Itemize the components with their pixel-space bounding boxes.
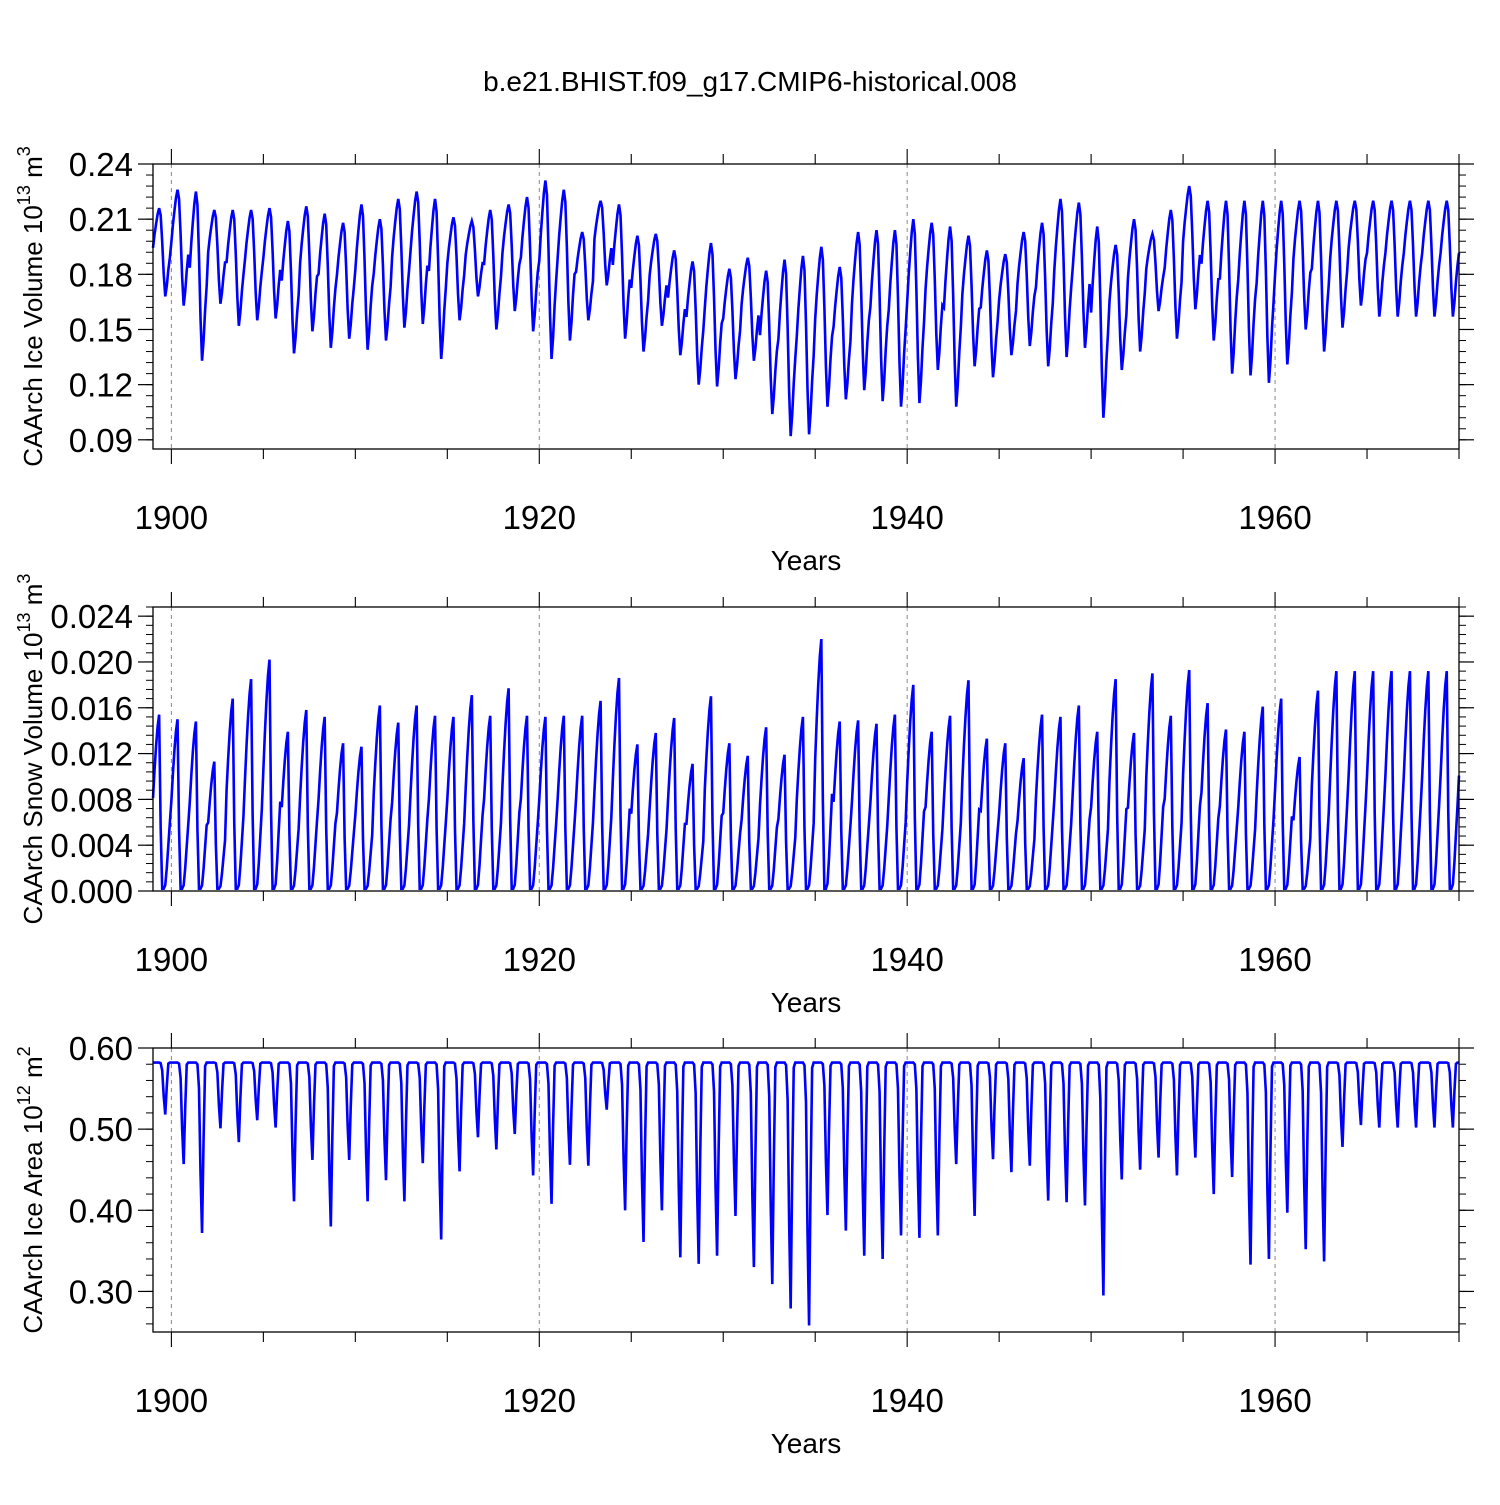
y-tick-label: 0.24 bbox=[69, 146, 133, 183]
y-tick-label: 0.12 bbox=[69, 367, 133, 404]
y-tick-label: 0.15 bbox=[69, 311, 133, 348]
y-tick-label: 0.09 bbox=[69, 422, 133, 459]
y-axis-label: CAArch Ice Volume 1013 m3 bbox=[14, 146, 48, 467]
plot-frame bbox=[152, 163, 1460, 450]
x-tick-label: 1940 bbox=[870, 941, 943, 978]
plot-frame bbox=[152, 1047, 1460, 1333]
y-tick-label: 0.60 bbox=[69, 1030, 133, 1067]
x-tick-label: 1960 bbox=[1238, 499, 1311, 536]
plot-frame bbox=[152, 606, 1460, 892]
x-tick-label: 1940 bbox=[870, 1382, 943, 1419]
y-tick-label: 0.50 bbox=[69, 1111, 133, 1148]
x-tick-label: 1900 bbox=[135, 1382, 208, 1419]
x-tick-label: 1920 bbox=[503, 1382, 576, 1419]
x-axis-label: Years bbox=[771, 987, 842, 1018]
y-axis-label: CAArch Ice Area 1012 m2 bbox=[14, 1046, 48, 1333]
x-tick-label: 1960 bbox=[1238, 941, 1311, 978]
y-tick-label: 0.024 bbox=[50, 598, 133, 635]
y-tick-label: 0.21 bbox=[69, 201, 133, 238]
x-tick-label: 1900 bbox=[135, 941, 208, 978]
panel-ice-area: 0.300.400.500.60 1900 1920 1940 1960 Years … bbox=[14, 1030, 1474, 1459]
y-tick-label: 0.008 bbox=[50, 781, 133, 818]
y-tick-label: 0.016 bbox=[50, 690, 133, 727]
panel-snow-volume: 0.000 0.004 0.008 0.012 0.016 0.020 0.024 1900… bbox=[14, 574, 1474, 1018]
y-tick-label: 0.012 bbox=[50, 736, 133, 773]
x-axis-label: Years bbox=[771, 545, 842, 576]
y-tick-label: 0.40 bbox=[69, 1192, 133, 1229]
x-tick-label: 1920 bbox=[503, 941, 576, 978]
x-tick-label: 1920 bbox=[503, 499, 576, 536]
panel-ice-volume: 0.09 0.12 0.15 0.18 0.21 0.24 1900 1920 1940 196… bbox=[14, 146, 1474, 576]
series-line-ice-volume bbox=[151, 180, 1461, 437]
figure-title: b.e21.BHIST.f09_g17.CMIP6-historical.008 bbox=[483, 66, 1017, 97]
y-tick-label: 0.000 bbox=[50, 873, 133, 910]
x-tick-label: 1940 bbox=[870, 499, 943, 536]
y-tick-label: 0.004 bbox=[50, 827, 133, 864]
x-tick-label: 1900 bbox=[135, 499, 208, 536]
x-tick-label: 1960 bbox=[1238, 1382, 1311, 1419]
y-tick-label: 0.18 bbox=[69, 256, 133, 293]
series-line-snow-volume bbox=[151, 638, 1461, 891]
y-axis-label: CAArch Snow Volume 1013 m3 bbox=[14, 574, 48, 925]
y-tick-label: 0.30 bbox=[69, 1273, 133, 1310]
x-axis-label: Years bbox=[771, 1428, 842, 1459]
series-line-ice-area bbox=[153, 1061, 1459, 1326]
y-tick-label: 0.020 bbox=[50, 644, 133, 681]
